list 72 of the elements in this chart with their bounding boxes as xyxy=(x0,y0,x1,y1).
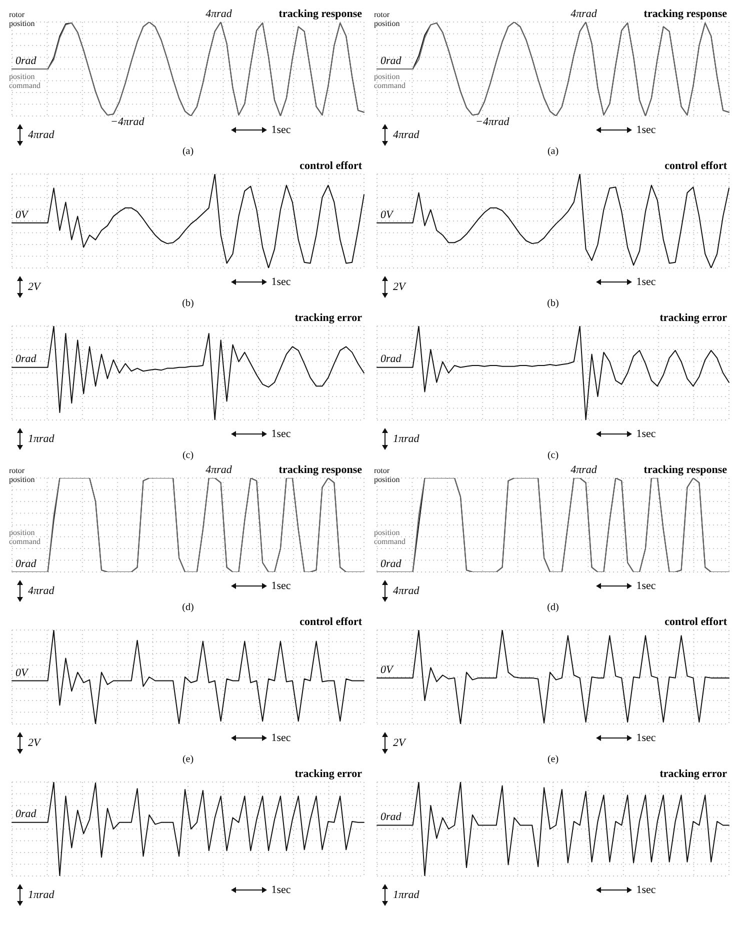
annotation: 0rad xyxy=(16,353,36,366)
text: (c) xyxy=(546,450,560,463)
annotation: 0V xyxy=(16,208,28,222)
series-label: position command xyxy=(9,528,42,546)
text: 1sec xyxy=(271,276,291,288)
text: 1sec xyxy=(636,428,656,440)
text: 4πrad xyxy=(28,129,54,141)
annotation: 0rad xyxy=(380,811,402,824)
annotation: 0rad xyxy=(16,558,36,571)
text: 1sec xyxy=(636,580,656,592)
chart-title: tracking response xyxy=(278,8,362,20)
text: 4πrad xyxy=(393,129,420,141)
text: 2V xyxy=(393,281,406,293)
annotation: 0V xyxy=(380,664,393,677)
annotation: 0rad xyxy=(16,55,36,68)
chart-title: tracking error xyxy=(660,312,727,324)
annotation: 0rad xyxy=(380,558,402,571)
text: 2V xyxy=(28,281,40,293)
text: (b) xyxy=(181,298,195,311)
text: (e) xyxy=(181,754,195,767)
text: rotor position xyxy=(9,466,36,484)
text: (e) xyxy=(546,754,560,767)
chart-title: control effort xyxy=(664,616,727,628)
text: 4πrad xyxy=(393,585,420,597)
annotation: −4πrad xyxy=(110,116,144,129)
text: 1sec xyxy=(271,124,291,136)
text: 1sec xyxy=(271,580,291,592)
chart-title: tracking response xyxy=(644,8,727,20)
text: 1sec xyxy=(636,884,656,896)
chart-title: tracking response xyxy=(644,464,727,476)
text: (a) xyxy=(181,146,195,159)
annotation: 4πrad xyxy=(570,464,597,477)
text: 1πrad xyxy=(28,889,54,901)
text: 1πrad xyxy=(28,433,54,445)
annotation: −4πrad xyxy=(476,116,510,129)
text: 1πrad xyxy=(393,889,420,901)
annotation: 0rad xyxy=(380,353,402,366)
chart-title: control effort xyxy=(300,616,362,628)
text: 1sec xyxy=(271,428,291,440)
text: 1πrad xyxy=(393,433,420,445)
text: 1sec xyxy=(271,732,291,744)
annotation: 4πrad xyxy=(570,8,597,21)
series-label: position command xyxy=(374,72,407,90)
text: (b) xyxy=(546,298,560,311)
text: (d) xyxy=(181,602,195,615)
annotation: 0V xyxy=(380,208,393,222)
text: rotor position xyxy=(374,10,401,28)
chart-title: tracking response xyxy=(278,464,362,476)
chart-title: tracking error xyxy=(660,768,727,780)
chart-title: control effort xyxy=(300,160,362,172)
series-label: position command xyxy=(9,72,42,90)
text: 1sec xyxy=(636,276,656,288)
text: 4πrad xyxy=(28,585,54,597)
text: 1sec xyxy=(636,732,656,744)
text: (d) xyxy=(546,602,560,615)
annotation: 4πrad xyxy=(206,8,232,21)
series-label: position command xyxy=(374,528,407,546)
chart-title: control effort xyxy=(664,160,727,172)
text: rotor position xyxy=(9,10,36,28)
text: 1sec xyxy=(271,884,291,896)
annotation: 0V xyxy=(16,666,28,680)
chart-title: tracking error xyxy=(294,312,362,324)
text: (a) xyxy=(546,146,560,159)
annotation: 4πrad xyxy=(206,464,232,477)
text: 2V xyxy=(393,737,406,749)
chart-title: tracking error xyxy=(294,768,362,780)
text: 2V xyxy=(28,737,40,749)
text: (c) xyxy=(181,450,195,463)
annotation: 0rad xyxy=(16,808,36,822)
text: rotor position xyxy=(374,466,401,484)
annotation: 0rad xyxy=(380,55,402,68)
text: 1sec xyxy=(636,124,656,136)
